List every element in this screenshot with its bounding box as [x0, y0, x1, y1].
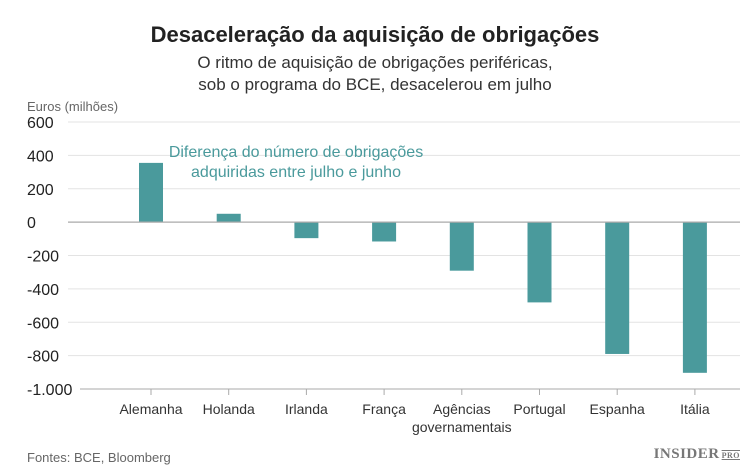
chart-title: Desaceleração da aquisição de obrigações [150, 22, 600, 47]
x-tick-label: Portugal [513, 401, 565, 417]
y-tick-label: 0 [27, 215, 36, 232]
y-tick-label: -1.000 [27, 382, 72, 399]
x-tick-label: Holanda [203, 401, 255, 417]
x-tick-label: Espanha [590, 401, 645, 417]
annotation: adquiridas entre julho e junho [191, 164, 401, 181]
source-note: Fontes: BCE, Bloomberg [27, 450, 171, 465]
y-tick-label: -200 [27, 249, 59, 266]
bar-Portugal [527, 222, 552, 303]
logo-sup: PRO [721, 451, 740, 460]
chart-subtitle: O ritmo de aquisição de obrigações perif… [0, 52, 750, 96]
x-tick-label: Irlanda [285, 401, 328, 417]
y-tick-label: 400 [27, 148, 54, 165]
y-axis-label: Euros (milhões) [27, 99, 119, 114]
x-tick-label: Agências [433, 401, 491, 417]
y-tick-label: -400 [27, 282, 59, 299]
annotation: Diferença do número de obrigações [169, 144, 423, 161]
subtitle-line: sob o programa do BCE, desacelerou em ju… [198, 75, 552, 94]
y-tick-label: -800 [27, 349, 59, 366]
y-tick-label: 600 [27, 115, 54, 132]
x-tick-label: governamentais [412, 419, 512, 435]
subtitle-line: O ritmo de aquisição de obrigações perif… [197, 53, 553, 72]
x-tick-label: Alemanha [119, 401, 182, 417]
x-tick-label: Itália [680, 401, 710, 417]
bar-Espanha [605, 222, 630, 354]
y-tick-label: -600 [27, 315, 59, 332]
bar-Itália [682, 222, 707, 373]
y-tick-label: 200 [27, 182, 54, 199]
bar-Alemanha [139, 162, 163, 223]
insider-pro-logo: INSIDER PRO [654, 446, 740, 463]
x-tick-label: França [362, 401, 406, 417]
logo-main: INSIDER [653, 446, 720, 462]
bar-Irlanda [294, 222, 319, 239]
bar-Holanda [216, 213, 241, 223]
bar-Agências governamentais [449, 222, 474, 271]
bar-França [372, 222, 397, 242]
